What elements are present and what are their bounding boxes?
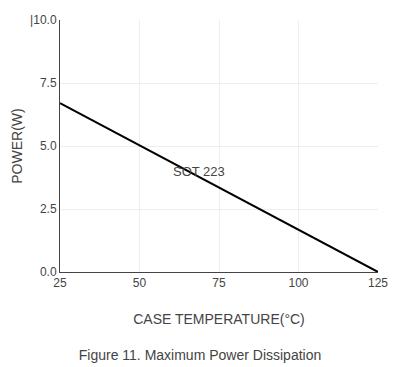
svg-text:100: 100 xyxy=(288,276,308,290)
svg-text:25: 25 xyxy=(53,276,67,290)
svg-text:0.0: 0.0 xyxy=(40,265,57,279)
svg-text:75: 75 xyxy=(212,276,226,290)
svg-text:2.5: 2.5 xyxy=(40,202,57,216)
svg-text:POWER(W): POWER(W) xyxy=(9,108,25,183)
svg-text:CASE TEMPERATURE(°C): CASE TEMPERATURE(°C) xyxy=(133,311,305,327)
svg-text:|10.0: |10.0 xyxy=(30,13,57,27)
svg-text:7.5: 7.5 xyxy=(40,76,57,90)
svg-text:SOT 223: SOT 223 xyxy=(173,164,225,179)
svg-text:5.0: 5.0 xyxy=(40,139,57,153)
svg-text:Figure 11. Maximum Power Dissi: Figure 11. Maximum Power Dissipation xyxy=(79,347,322,363)
svg-text:50: 50 xyxy=(133,276,147,290)
svg-text:125: 125 xyxy=(368,276,388,290)
